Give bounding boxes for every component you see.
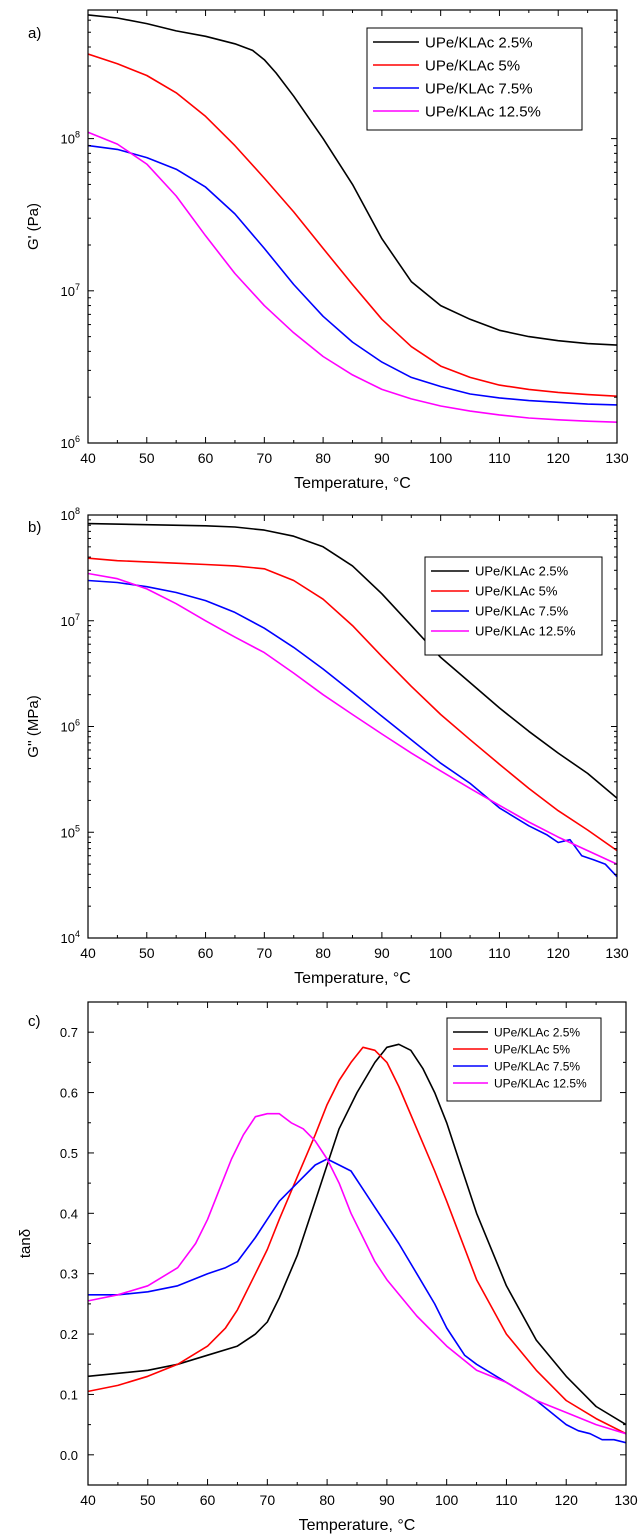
y-tick-label: 0.0	[60, 1448, 78, 1463]
y-tick-label: 104	[61, 929, 80, 946]
y-tick-label: 108	[61, 130, 80, 147]
legend-entry: UPe/KLAc 7.5%	[494, 1059, 580, 1073]
x-tick-label: 40	[80, 450, 96, 466]
panel-label: a)	[28, 25, 41, 42]
x-tick-label: 40	[80, 1492, 96, 1508]
legend-entry: UPe/KLAc 7.5%	[475, 604, 569, 619]
x-tick-label: 120	[547, 945, 571, 961]
legend-entry: UPe/KLAc 5%	[475, 584, 558, 599]
y-tick-label: 108	[61, 506, 80, 523]
legend: UPe/KLAc 2.5% UPe/KLAc 5% UPe/KLAc 7.5% UPe…	[446, 1017, 602, 1102]
x-tick-label: 130	[605, 945, 629, 961]
legend-entry: UPe/KLAc 12.5%	[425, 103, 541, 120]
x-tick-label: 110	[495, 1492, 518, 1508]
y-tick-label: 107	[61, 282, 80, 299]
chart-panel-1: 40 50 60 70 80 90 100 110 120 130 106 107 108 a) Tempe…	[25, 9, 629, 492]
legend-entry: UPe/KLAc 2.5%	[475, 564, 569, 579]
y-tick-label: 0.1	[60, 1387, 78, 1402]
y-axis-label: G' (Pa)	[25, 203, 42, 250]
y-tick-label: 0.6	[60, 1086, 78, 1101]
legend-entry: UPe/KLAc 2.5%	[494, 1025, 580, 1039]
legend-entry: UPe/KLAc 2.5%	[425, 34, 533, 51]
y-tick-label: 105	[61, 823, 80, 840]
chart-panel-2: 40 50 60 70 80 90 100 110 120 130 104 105 106 107 108 b…	[25, 506, 629, 987]
y-tick-label: 107	[61, 612, 80, 629]
x-tick-label: 130	[605, 450, 629, 466]
panel-label: b)	[28, 519, 41, 536]
series-line-4	[88, 131, 617, 423]
x-tick-label: 130	[614, 1492, 638, 1508]
x-tick-label: 80	[315, 450, 331, 466]
legend-box	[424, 556, 603, 656]
series-line-3	[88, 144, 617, 406]
x-tick-label: 120	[547, 450, 571, 466]
x-tick-label: 110	[488, 945, 511, 961]
series-line-1	[88, 1043, 626, 1426]
panel-label: c)	[28, 1013, 41, 1030]
x-tick-label: 110	[488, 450, 511, 466]
x-tick-label: 60	[198, 945, 214, 961]
y-tick-label: 0.3	[60, 1267, 78, 1282]
series-line-3	[88, 1158, 626, 1444]
y-tick-label: 106	[61, 434, 80, 451]
x-tick-label: 120	[555, 1492, 579, 1508]
x-tick-label: 60	[200, 1492, 216, 1508]
x-axis-label: Temperature, °C	[299, 1517, 416, 1534]
chart-panel-3: 40 50 60 70 80 90 100 110 120 130 0.0 0.1 0.2 0.3 0.4 0…	[17, 1001, 638, 1534]
x-tick-label: 90	[379, 1492, 395, 1508]
x-axis-label: Temperature, °C	[294, 970, 411, 987]
y-tick-label: 106	[61, 718, 80, 735]
x-tick-label: 70	[257, 945, 273, 961]
x-tick-label: 90	[374, 450, 390, 466]
legend-entry: UPe/KLAc 5%	[494, 1042, 570, 1056]
x-tick-label: 60	[198, 450, 214, 466]
x-tick-label: 80	[315, 945, 331, 961]
legend-entry: UPe/KLAc 12.5%	[475, 624, 576, 639]
x-tick-label: 50	[140, 1492, 156, 1508]
series-line-2	[88, 557, 617, 852]
x-axis-label: Temperature, °C	[294, 475, 411, 492]
y-axis-label: G'' (MPa)	[25, 695, 42, 757]
x-tick-label: 70	[257, 450, 273, 466]
y-tick-label: 0.7	[60, 1025, 78, 1040]
series-line-4	[88, 1112, 626, 1435]
x-tick-label: 40	[80, 945, 96, 961]
x-tick-label: 50	[139, 945, 155, 961]
legend-entry: UPe/KLAc 5%	[425, 57, 520, 74]
y-axis-label: tanδ	[17, 1229, 34, 1258]
legend-entry: UPe/KLAc 7.5%	[425, 80, 533, 97]
x-tick-label: 90	[374, 945, 390, 961]
y-tick-label: 0.2	[60, 1327, 78, 1342]
y-tick-label: 0.5	[60, 1146, 78, 1161]
series-line-2	[88, 53, 617, 397]
series-line-4	[88, 572, 617, 865]
x-tick-label: 80	[319, 1492, 335, 1508]
series-line-2	[88, 1046, 626, 1435]
legend: UPe/KLAc 2.5% UPe/KLAc 5% UPe/KLAc 7.5% UPe…	[366, 27, 583, 131]
x-tick-label: 100	[429, 450, 453, 466]
x-tick-label: 70	[260, 1492, 276, 1508]
legend-entry: UPe/KLAc 12.5%	[494, 1076, 587, 1090]
legend-box	[366, 27, 583, 131]
series-line-1	[88, 14, 617, 346]
x-tick-label: 100	[429, 945, 453, 961]
x-tick-label: 50	[139, 450, 155, 466]
legend: UPe/KLAc 2.5% UPe/KLAc 5% UPe/KLAc 7.5% UPe…	[424, 556, 603, 656]
x-tick-label: 100	[435, 1492, 459, 1508]
series-line-1	[88, 522, 617, 799]
y-tick-label: 0.4	[60, 1206, 78, 1221]
